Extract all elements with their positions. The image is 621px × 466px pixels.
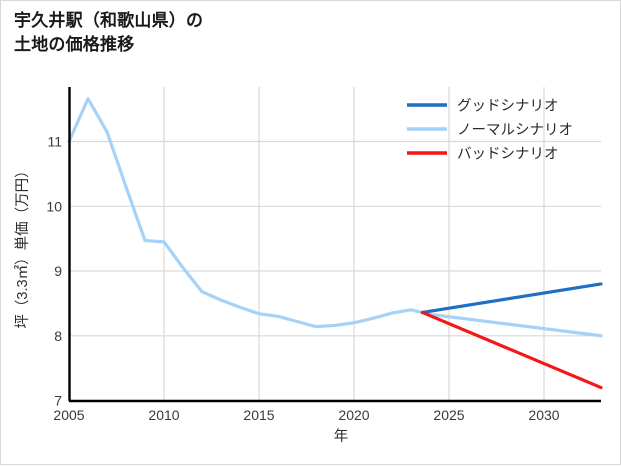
- series-path-normal: [67, 97, 603, 338]
- series-path-bad: [420, 310, 603, 390]
- page-title: 宇久井駅（和歌山県）の 土地の価格推移: [14, 11, 204, 55]
- y-gridlines: [69, 140, 601, 402]
- x-tick-labels: 2005 2010 2015 2020 2025 2030: [53, 407, 559, 423]
- x-tick-label: 2030: [528, 407, 559, 423]
- x-tick-label: 2010: [148, 407, 179, 423]
- y-tick-labels: 11 10 9 8 7: [46, 134, 62, 409]
- legend-label-good: グッドシナリオ: [457, 98, 559, 115]
- x-tick-label: 2005: [53, 407, 84, 423]
- series-lines: [67, 97, 603, 390]
- y-tick-label: 10: [46, 198, 62, 214]
- legend-label-bad: バッドシナリオ: [457, 147, 559, 163]
- y-tick-label: 11: [47, 134, 62, 150]
- legend-label-normal: ノーマルシナリオ: [457, 123, 573, 139]
- x-axis-title: 年: [334, 428, 349, 445]
- y-axis-title: 坪（3.3㎡）単価（万円）: [14, 163, 31, 328]
- x-tick-label: 2015: [243, 407, 274, 423]
- y-tick-label: 8: [54, 328, 62, 344]
- x-tick-label: 2020: [338, 407, 369, 423]
- y-tick-label: 9: [54, 263, 62, 279]
- x-tick-label: 2025: [433, 407, 464, 423]
- series-path-good: [420, 282, 603, 315]
- chart-legend: グッドシナリオ ノーマルシナリオ バッドシナリオ: [407, 98, 573, 163]
- y-tick-label: 7: [54, 393, 62, 409]
